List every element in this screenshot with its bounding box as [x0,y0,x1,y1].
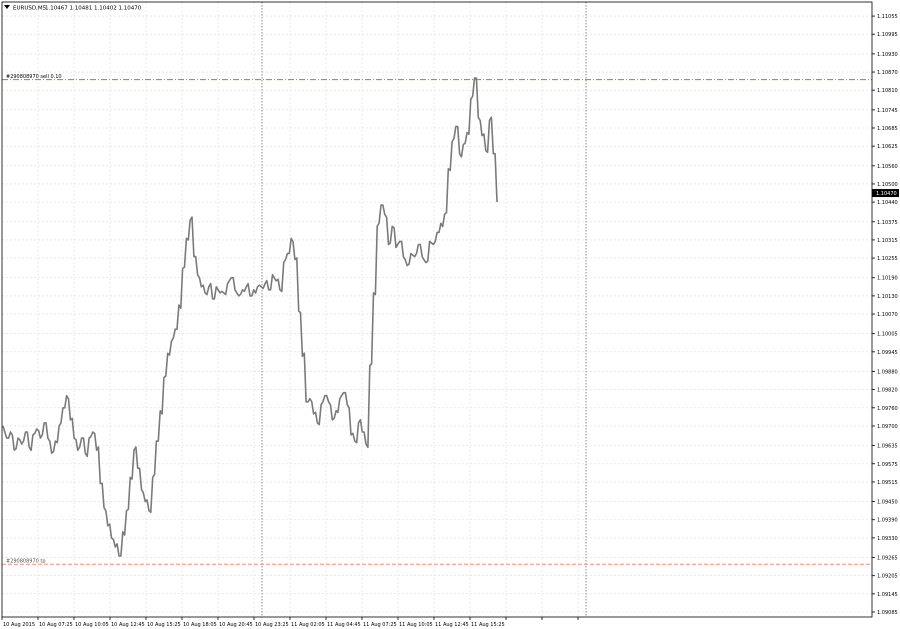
current-price-box [872,189,899,198]
time-tick-label: 11 Aug 10:05 [399,622,433,628]
price-tick-label: 1.09820 [877,388,898,394]
sell-order-label: #290808970 sell 0.10 [6,74,62,80]
price-tick-label: 1.09760 [877,406,898,412]
price-tick-label: 1.10930 [877,52,898,58]
symbol-label: EURUSD,M5 [13,6,47,12]
price-tick-label: 1.10560 [877,164,898,170]
price-tick-label: 1.09450 [877,500,898,506]
price-axis[interactable]: 1.11055 1.10995 1.10930 1.10870 1.10810 1.107… [872,14,898,616]
time-tick-label: 10 Aug 10:05 [75,622,109,628]
time-tick-label: 11 Aug 15:25 [471,622,505,628]
time-tick-label: 10 Aug 18:05 [183,622,217,628]
price-series [2,77,498,557]
price-tick-label: 1.10810 [877,88,898,94]
price-tick-label: 1.09085 [877,610,898,616]
price-tick-label: 1.10685 [877,126,898,132]
price-tick-label: 1.09145 [877,592,898,598]
time-tick-label: 11 Aug 04:45 [327,622,361,628]
price-tick-label: 1.10500 [877,182,898,188]
price-tick-label: 1.09945 [877,350,898,356]
chart-header: EURUSD,M5 1.10467 1.10481 1.10402 1.1047… [4,5,142,12]
price-tick-label: 1.09265 [877,556,898,562]
time-tick-label: 10 Aug 2015 [3,622,35,628]
time-tick-label: 10 Aug 23:25 [255,622,289,628]
axes [1,1,873,618]
day-separators [261,2,587,617]
price-tick-label: 1.10625 [877,144,898,150]
price-tick-label: 1.10375 [877,220,898,226]
price-tick-label: 1.09205 [877,574,898,580]
time-axis[interactable]: 10 Aug 2015 10 Aug 07:25 10 Aug 10:05 10 Au… [1,617,579,628]
time-tick-label: 10 Aug 07:25 [39,622,73,628]
time-tick-label: 10 Aug 20:45 [219,622,253,628]
time-tick-label: 11 Aug 02:05 [291,622,325,628]
price-tick-label: 1.09330 [877,536,898,542]
price-tick-label: 1.09880 [877,370,898,376]
price-tick-label: 1.11055 [877,14,898,20]
price-tick-label: 1.09515 [877,480,898,486]
price-tick-label: 1.10070 [877,312,898,318]
time-tick-label: 10 Aug 15:25 [147,622,181,628]
price-tick-label: 1.10255 [877,256,898,262]
plot-frame [1,1,873,618]
price-tick-label: 1.10995 [877,32,898,38]
triangle-down-icon[interactable] [4,5,10,9]
price-tick-label: 1.09700 [877,424,898,430]
price-tick-label: 1.10130 [877,294,898,300]
price-line [2,77,498,557]
current-price-label: 1.10470 [876,191,897,197]
price-tick-label: 1.10745 [877,108,898,114]
price-tick-label: 1.09635 [877,444,898,450]
price-tick-label: 1.09575 [877,462,898,468]
price-tick-label: 1.10870 [877,70,898,76]
price-tick-label: 1.10440 [877,200,898,206]
ohlc-values: 1.10467 1.10481 1.10402 1.10470 [45,6,142,12]
take-profit-label: #290808970 tp [6,559,46,565]
price-tick-label: 1.10190 [877,276,898,282]
time-tick-label: 11 Aug 12:45 [435,622,469,628]
time-tick-label: 11 Aug 07:25 [363,622,397,628]
price-tick-label: 1.09390 [877,518,898,524]
price-tick-label: 1.10005 [877,332,898,338]
order-lines[interactable]: #290808970 sell 0.10 #290808970 tp [2,74,872,565]
current-price-marker: 1.10470 [872,189,899,198]
price-tick-label: 1.10315 [877,238,898,244]
time-tick-label: 10 Aug 12:45 [111,622,145,628]
